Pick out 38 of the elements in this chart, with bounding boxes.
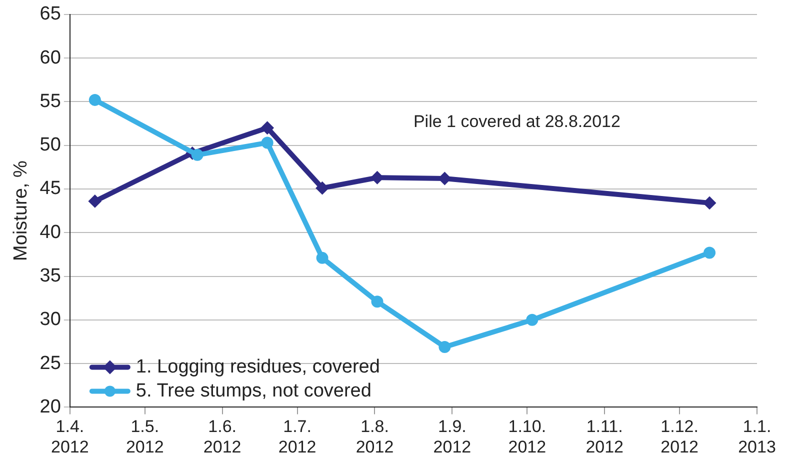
y-tick-label: 60 bbox=[40, 47, 61, 68]
legend-label: 1. Logging residues, covered bbox=[136, 356, 380, 378]
point bbox=[438, 172, 452, 186]
y-tick-label: 20 bbox=[40, 396, 61, 418]
x-tick-label: 1.7. 2012 bbox=[278, 417, 316, 456]
y-tick-label: 30 bbox=[40, 309, 61, 330]
y-tick-label: 40 bbox=[40, 222, 61, 243]
point bbox=[260, 121, 274, 134]
y-axis-title: Moisture, % bbox=[10, 160, 32, 261]
annotation: Pile 1 covered at 28.8.2012 bbox=[413, 112, 620, 132]
x-tick-label: 1.8. 2012 bbox=[356, 417, 394, 456]
x-tick-label: 1.6. 2012 bbox=[203, 417, 242, 456]
point bbox=[526, 314, 538, 326]
legend-label: 5. Tree stumps, not covered bbox=[136, 380, 372, 402]
point bbox=[191, 148, 204, 161]
y-tick-label: 25 bbox=[40, 352, 61, 374]
point bbox=[316, 182, 329, 195]
point bbox=[88, 194, 102, 208]
point bbox=[370, 171, 384, 184]
x-tick-label: 1.5. 2012 bbox=[126, 417, 164, 456]
x-tick-label: 1.12. 2012 bbox=[660, 417, 698, 456]
x-tick-label: 1.1. 2013 bbox=[738, 417, 776, 456]
y-tick-label: 50 bbox=[40, 134, 61, 156]
y-tick-label: 55 bbox=[40, 90, 61, 112]
point bbox=[438, 340, 451, 353]
point bbox=[88, 94, 101, 106]
point bbox=[371, 296, 384, 308]
y-tick-label: 65 bbox=[40, 4, 61, 25]
y-tick-label: 45 bbox=[40, 178, 61, 200]
x-tick-label: 1.11. 2012 bbox=[586, 417, 624, 456]
point bbox=[704, 246, 716, 259]
point bbox=[703, 196, 716, 210]
y-tick-label: 35 bbox=[40, 266, 61, 286]
x-tick-label: 1.10. 2012 bbox=[508, 417, 546, 456]
point bbox=[316, 252, 328, 264]
x-tick-label: 1.4. 2012 bbox=[51, 417, 89, 456]
x-tick-label: 1.9. 2012 bbox=[433, 417, 472, 456]
point bbox=[261, 136, 274, 149]
